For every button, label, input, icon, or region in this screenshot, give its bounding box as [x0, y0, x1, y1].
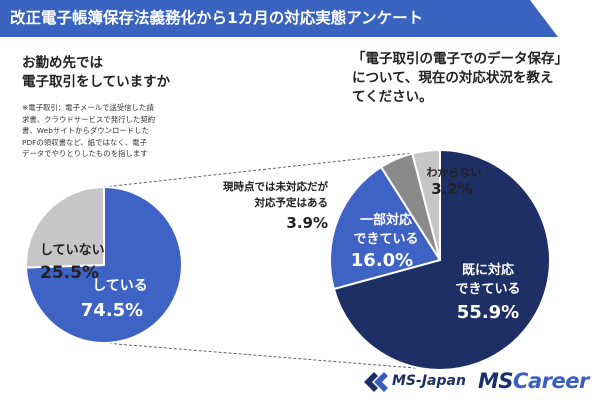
pie-chart-left [25, 185, 183, 344]
note-line: 求書、クラウドサービスで発行した契約 [22, 114, 156, 124]
slice-value: 25.5% [40, 263, 99, 283]
header-title: 改正電子帳簿保存法義務化から1カ月の対応実態アンケート [10, 9, 424, 27]
banner-notch [530, 0, 558, 37]
slice-label: わからない [427, 166, 482, 179]
slice-label: 一部対応 [360, 212, 412, 228]
slice-label: 既に対応 [462, 262, 514, 278]
ms-japan-logo-icon [364, 372, 388, 392]
slice-value: 3.2% [431, 180, 473, 198]
note-line: 書、Webサイトからダウンロードした [22, 126, 149, 135]
question-right-line2: について、現在の対応状況を教え [352, 70, 554, 86]
connector-line-bottom [103, 342, 441, 371]
pie-slice-3 [411, 148, 441, 261]
connector-line-top [103, 149, 441, 188]
question-left-line1: お勤め先では [22, 55, 103, 71]
question-left: お勤め先では 電子取引をしていますか [22, 54, 262, 92]
slice-value: 55.9% [457, 302, 519, 323]
slice-value: 3.9% [286, 214, 328, 232]
pie-chart-right [329, 148, 551, 371]
note-line: PDFの領収書など、紙ではなく、電子 [22, 137, 147, 147]
ms-japan-logo-text: MS-Japan [392, 373, 466, 389]
slice-value: 74.5% [81, 300, 143, 321]
definition-note: ※電子取引：電子メールで送受信した請 求書、クラウドサービスで発行した契約 書、… [22, 102, 257, 160]
question-right-line3: てください。 [352, 89, 433, 105]
ms-career-logo: MSCareer [478, 369, 589, 393]
slice-label: 現時点では未対応だが [223, 180, 328, 193]
ms-career-logo-career: Career [513, 369, 589, 393]
question-right: 「電子取引の電子でのデータ保存」 について、現在の対応状況を教え てください。 [352, 50, 592, 107]
note-line: ※電子取引：電子メールで送受信した請 [22, 103, 154, 112]
pie-slice-1 [329, 165, 442, 291]
pie-slice-1 [25, 185, 105, 269]
pie-labels: していない25.5%している74.5%既に対応できている55.9%一部対応できて… [40, 166, 521, 323]
ms-career-logo-ms: MS [478, 369, 514, 393]
slice-label: できている [455, 282, 520, 297]
slice-value: 16.0% [351, 250, 413, 271]
note-line: データでやりとりしたものを指します [22, 149, 148, 158]
banner-cut [558, 0, 600, 37]
logos: MS-Japan MSCareer [364, 368, 600, 396]
slice-label: している [92, 278, 148, 294]
question-right-line1: 「電子取引の電子でのデータ保存」 [352, 51, 568, 67]
pie-slice-0 [332, 148, 551, 371]
slice-label: していない [40, 243, 105, 258]
slice-label: 対応予定はある [254, 196, 329, 209]
question-left-line2: 電子取引をしていますか [22, 74, 171, 90]
header-banner: 改正電子帳簿保存法義務化から1カ月の対応実態アンケート [0, 0, 600, 37]
slice-label: できている [353, 232, 418, 247]
